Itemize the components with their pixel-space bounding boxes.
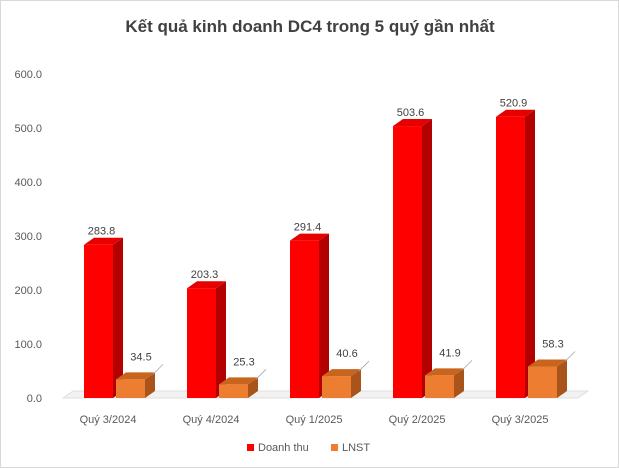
bar-side xyxy=(351,369,361,398)
legend-swatch xyxy=(247,444,254,451)
bar-doanh-thu-3 xyxy=(393,119,432,398)
legend-item-doanh-thu: Doanh thu xyxy=(247,442,309,454)
bar-front xyxy=(393,126,422,398)
legend-label: Doanh thu xyxy=(258,442,309,454)
data-label-lnst-0: 34.5 xyxy=(130,351,151,363)
leader-line-lnst-2 xyxy=(358,360,370,372)
data-label-lnst-4: 58.3 xyxy=(542,339,563,351)
y-tick-label-6: 600.0 xyxy=(14,69,42,81)
x-tick-label-2: Quý 1/2025 xyxy=(286,414,343,426)
data-label-doanh-thu-3: 503.6 xyxy=(397,107,425,119)
bar-top xyxy=(528,359,567,367)
bar-side xyxy=(319,233,329,398)
bar-lnst-1 xyxy=(219,377,258,398)
data-label-doanh-thu-4: 520.9 xyxy=(500,98,528,110)
bar-top xyxy=(393,119,432,127)
leader-line-lnst-0 xyxy=(152,364,164,375)
x-tick-label-1: Quý 4/2024 xyxy=(183,414,240,426)
bar-lnst-4 xyxy=(528,359,567,398)
bar-side xyxy=(422,119,432,398)
data-label-lnst-3: 41.9 xyxy=(439,347,460,359)
bar-top xyxy=(187,281,226,289)
bar-side xyxy=(113,237,123,398)
data-label-doanh-thu-1: 203.3 xyxy=(191,269,219,281)
legend-item-lnst: LNST xyxy=(331,442,370,454)
x-tick-label-4: Quý 3/2025 xyxy=(492,414,549,426)
bar-top xyxy=(496,109,535,117)
bar-front xyxy=(116,379,145,398)
y-tick-label-1: 100.0 xyxy=(14,339,42,351)
bar-top xyxy=(219,377,258,385)
bar-front xyxy=(425,375,454,398)
legend: Doanh thu LNST xyxy=(247,442,370,454)
bar-front xyxy=(187,288,216,398)
bar-doanh-thu-2 xyxy=(290,233,329,398)
bar-front xyxy=(290,240,319,398)
bar-side xyxy=(454,368,464,398)
y-tick-label-5: 500.0 xyxy=(14,123,42,135)
bars xyxy=(84,109,567,399)
data-label-lnst-2: 40.6 xyxy=(336,348,357,360)
y-tick-label-3: 300.0 xyxy=(14,231,42,243)
bar-front xyxy=(496,116,525,399)
bar-side xyxy=(525,109,535,399)
bar-lnst-2 xyxy=(322,369,361,398)
data-labels: 283.8 34.5 203.3 25.3 291.4 40.6 503.6 41.9 520.… xyxy=(88,98,576,380)
chart-title: Kết quả kinh doanh DC4 trong 5 quý gần n… xyxy=(125,17,495,36)
bar-top xyxy=(84,237,123,245)
bar-doanh-thu-0 xyxy=(84,237,123,398)
x-tick-label-0: Quý 3/2024 xyxy=(80,414,137,426)
bar-front xyxy=(528,366,557,398)
bar-top xyxy=(290,233,329,241)
y-tick-label-2: 200.0 xyxy=(14,285,42,297)
leader-line-lnst-4 xyxy=(564,351,576,362)
bar-top xyxy=(322,369,361,377)
bar-side xyxy=(248,377,258,398)
bar-front xyxy=(322,376,351,398)
bar-side xyxy=(216,281,226,398)
bar-doanh-thu-4 xyxy=(496,109,535,399)
data-label-doanh-thu-2: 291.4 xyxy=(294,222,322,234)
bar-doanh-thu-1 xyxy=(187,281,226,398)
bar-lnst-0 xyxy=(116,372,155,398)
legend-swatch xyxy=(331,444,338,451)
bar-side xyxy=(145,372,155,398)
y-tick-label-4: 400.0 xyxy=(14,177,42,189)
x-tick-label-3: Quý 2/2025 xyxy=(389,414,446,426)
bar-top xyxy=(116,372,155,380)
y-tick-label-0: 0.0 xyxy=(27,393,42,405)
bar-top xyxy=(425,368,464,376)
legend-label: LNST xyxy=(342,442,370,454)
leader-line-lnst-1 xyxy=(255,369,267,380)
bar-lnst-3 xyxy=(425,368,464,398)
data-label-doanh-thu-0: 283.8 xyxy=(88,226,116,238)
bar-front xyxy=(84,244,113,398)
y-axis: 0.0 100.0 200.0 300.0 400.0 500.0 600.0 xyxy=(14,69,42,405)
bar-front xyxy=(219,384,248,398)
leader-line-lnst-3 xyxy=(461,360,473,371)
data-label-lnst-1: 25.3 xyxy=(233,356,254,368)
bar-side xyxy=(557,359,567,398)
x-axis: Quý 3/2024 Quý 4/2024 Quý 1/2025 Quý 2/2025… xyxy=(80,414,549,426)
